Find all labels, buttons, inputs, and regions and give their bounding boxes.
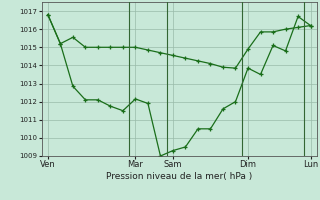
X-axis label: Pression niveau de la mer( hPa ): Pression niveau de la mer( hPa ) — [106, 172, 252, 181]
